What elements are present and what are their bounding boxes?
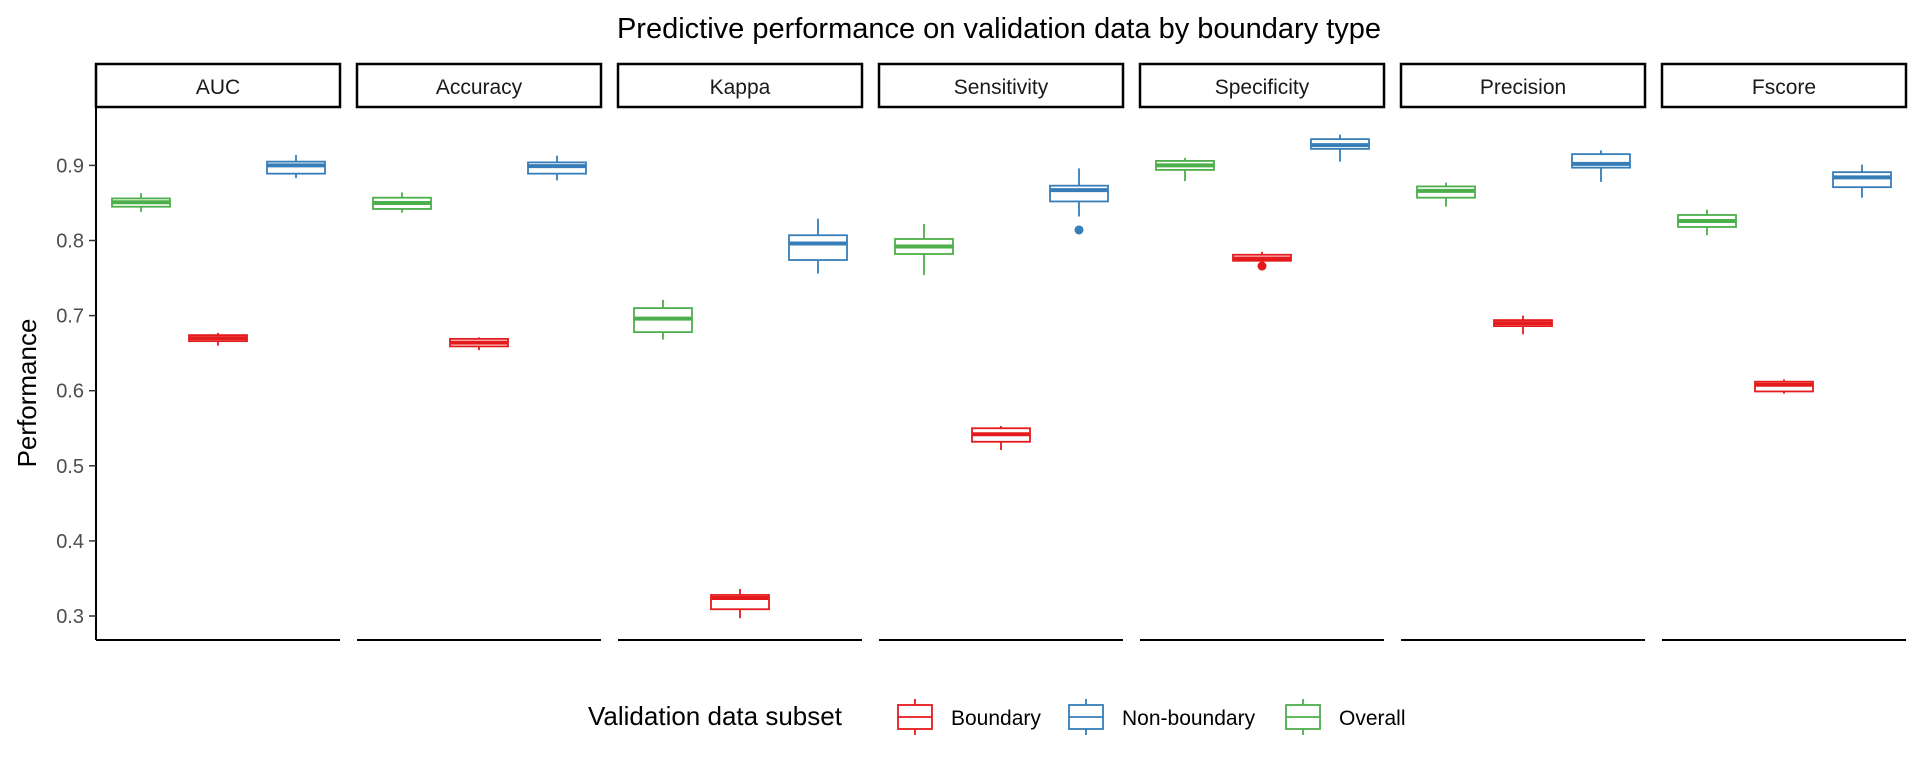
outlier-point: [1074, 225, 1084, 235]
box-body: [1049, 184, 1109, 203]
box-boundary: [188, 332, 248, 346]
legend-title: Validation data subset: [588, 701, 843, 731]
legend-item-non-boundary: Non-boundary: [1068, 699, 1256, 735]
chart-title: Predictive performance on validation dat…: [617, 13, 1381, 45]
box-overall: [111, 193, 171, 212]
facet-panel-specificity: Specificity: [1138, 62, 1386, 641]
y-tick-label: 0.9: [56, 155, 84, 177]
box-non-boundary: [788, 218, 848, 274]
box-overall: [894, 223, 954, 276]
box-overall: [1677, 209, 1737, 236]
box-non-boundary: [1832, 164, 1892, 198]
facet-strip-label: Precision: [1480, 76, 1566, 99]
box-body: [788, 234, 848, 261]
y-tick-label: 0.6: [56, 381, 84, 403]
box-non-boundary: [266, 154, 326, 179]
facet-panel-fscore: Fscore: [1660, 62, 1908, 641]
facet-panel-auc: AUC: [94, 62, 342, 641]
box-overall: [633, 299, 693, 340]
y-tick-label: 0.8: [56, 231, 84, 253]
facet-strip-label: Accuracy: [436, 76, 523, 99]
box-body: [1832, 171, 1892, 189]
y-tick-label: 0.4: [56, 531, 84, 553]
box-boundary: [1232, 251, 1292, 271]
box-boundary: [449, 337, 509, 351]
legend-label: Overall: [1339, 707, 1406, 730]
facet-strip-label: Sensitivity: [954, 76, 1049, 99]
legend-label: Non-boundary: [1122, 707, 1256, 730]
facet-panel-accuracy: Accuracy: [355, 62, 603, 641]
box-non-boundary: [527, 155, 587, 181]
facet-strip: [355, 62, 603, 109]
facet-strip: [94, 62, 342, 109]
legend: Validation data subset Boundary Non-bound…: [588, 699, 1406, 735]
facet-strip-label: AUC: [196, 76, 240, 99]
legend-item-boundary: Boundary: [897, 699, 1041, 735]
facet-strip-label: Specificity: [1215, 76, 1310, 99]
legend-label: Boundary: [951, 707, 1041, 730]
y-axis-label: Performance: [12, 319, 42, 468]
y-axis: 0.3 0.4 0.5 0.6 0.7 0.8 0.9: [56, 108, 97, 640]
box-overall: [1416, 182, 1476, 207]
facet-strip: [1138, 62, 1386, 109]
facet-panels: AUC Accuracy Kappa Sensitivity Specificity Pr…: [94, 62, 1908, 641]
box-non-boundary: [1571, 150, 1631, 182]
box-boundary: [710, 588, 770, 619]
y-tick-label: 0.5: [56, 456, 84, 478]
facet-strip: [1660, 62, 1908, 109]
legend-item-overall: Overall: [1285, 699, 1406, 735]
facet-strip-label: Kappa: [710, 76, 771, 99]
box-overall: [372, 192, 432, 213]
box-boundary: [1493, 315, 1553, 335]
facet-strip: [877, 62, 1125, 109]
box-overall: [1155, 157, 1215, 182]
facet-strip: [1399, 62, 1647, 109]
box-non-boundary: [1310, 134, 1370, 162]
box-boundary: [971, 425, 1031, 451]
facet-strip-label: Fscore: [1752, 76, 1816, 99]
facet-strip: [616, 62, 864, 109]
outlier-point: [1257, 261, 1267, 271]
box-non-boundary: [1049, 168, 1109, 235]
y-tick-label: 0.3: [56, 606, 84, 628]
facet-panel-sensitivity: Sensitivity: [877, 62, 1125, 641]
y-tick-label: 0.7: [56, 306, 84, 328]
box-boundary: [1754, 379, 1814, 394]
facet-panel-kappa: Kappa: [616, 62, 864, 641]
facet-panel-precision: Precision: [1399, 62, 1647, 641]
